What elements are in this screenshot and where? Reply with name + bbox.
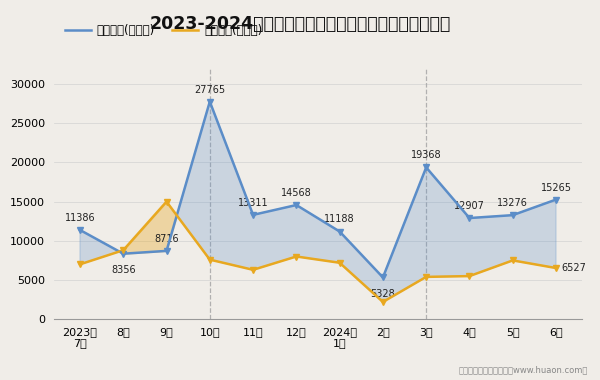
- 进口总额(万美元): [119, 248, 127, 253]
- 出口总额(万美元): [76, 228, 83, 232]
- 进口总额(万美元): [336, 261, 343, 265]
- Text: 2023-2024年平潭商品收发货人所在地进、出口额统计: 2023-2024年平潭商品收发货人所在地进、出口额统计: [149, 15, 451, 33]
- 进口总额(万美元): [163, 200, 170, 204]
- Text: 11188: 11188: [325, 214, 355, 225]
- 进口总额(万美元): [76, 262, 83, 267]
- 进口总额(万美元): [422, 275, 430, 279]
- 进口总额(万美元): [206, 257, 214, 262]
- Text: 27765: 27765: [194, 84, 226, 95]
- Text: 13311: 13311: [238, 198, 268, 208]
- Text: 12907: 12907: [454, 201, 485, 211]
- 进口总额(万美元): [553, 266, 560, 270]
- Legend: 出口总额(万美元), 进口总额(万美元): 出口总额(万美元), 进口总额(万美元): [60, 19, 268, 41]
- Text: 6527: 6527: [561, 263, 586, 273]
- Line: 出口总额(万美元): 出口总额(万美元): [80, 101, 556, 277]
- 出口总额(万美元): [336, 229, 343, 234]
- Text: 制图：华经产业研究院（www.huaon.com）: 制图：华经产业研究院（www.huaon.com）: [458, 365, 588, 374]
- 出口总额(万美元): [119, 252, 127, 256]
- Text: 8356: 8356: [111, 266, 136, 276]
- Line: 进口总额(万美元): 进口总额(万美元): [80, 202, 556, 302]
- 进口总额(万美元): [509, 258, 517, 263]
- 出口总额(万美元): [379, 275, 386, 280]
- 出口总额(万美元): [250, 212, 257, 217]
- Text: 13276: 13276: [497, 198, 528, 208]
- 进口总额(万美元): [466, 274, 473, 279]
- 出口总额(万美元): [553, 197, 560, 202]
- 出口总额(万美元): [422, 165, 430, 170]
- 出口总额(万美元): [509, 213, 517, 217]
- Text: 8716: 8716: [154, 234, 179, 244]
- Text: 14568: 14568: [281, 188, 312, 198]
- 进口总额(万美元): [250, 268, 257, 272]
- 出口总额(万美元): [163, 249, 170, 253]
- Text: 15265: 15265: [541, 182, 572, 193]
- Text: 11386: 11386: [65, 213, 95, 223]
- 出口总额(万美元): [293, 203, 300, 207]
- 出口总额(万美元): [466, 216, 473, 220]
- Text: 19368: 19368: [411, 150, 442, 160]
- 进口总额(万美元): [379, 300, 386, 304]
- Text: 5328: 5328: [371, 289, 395, 299]
- 进口总额(万美元): [293, 254, 300, 259]
- 出口总额(万美元): [206, 99, 214, 104]
